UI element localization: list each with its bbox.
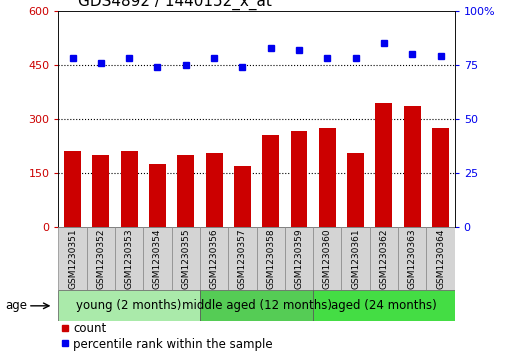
Bar	[172, 227, 200, 290]
Bar	[375, 103, 392, 227]
Bar	[347, 153, 364, 227]
Bar	[115, 227, 143, 290]
Text: GSM1230363: GSM1230363	[408, 228, 417, 289]
Text: GDS4892 / 1440152_x_at: GDS4892 / 1440152_x_at	[78, 0, 272, 9]
Bar	[285, 227, 313, 290]
Text: GSM1230360: GSM1230360	[323, 228, 332, 289]
Text: GSM1230355: GSM1230355	[181, 228, 190, 289]
Bar	[87, 227, 115, 290]
Text: GSM1230352: GSM1230352	[97, 228, 105, 289]
Bar	[432, 128, 449, 227]
Legend: count, percentile rank within the sample: count, percentile rank within the sample	[57, 318, 277, 355]
Bar	[92, 155, 109, 227]
Text: middle aged (12 months): middle aged (12 months)	[181, 299, 332, 312]
Text: GSM1230359: GSM1230359	[295, 228, 303, 289]
Bar	[404, 106, 421, 227]
Bar	[257, 227, 285, 290]
Bar	[200, 290, 313, 321]
Bar	[291, 131, 307, 227]
Text: GSM1230354: GSM1230354	[153, 228, 162, 289]
Text: aged (24 months): aged (24 months)	[331, 299, 437, 312]
Text: age: age	[5, 299, 27, 312]
Bar	[206, 153, 223, 227]
Bar	[313, 227, 341, 290]
Bar	[262, 135, 279, 227]
Text: GSM1230361: GSM1230361	[351, 228, 360, 289]
Bar	[370, 227, 398, 290]
Text: GSM1230364: GSM1230364	[436, 228, 445, 289]
Bar	[313, 290, 455, 321]
Bar	[319, 128, 336, 227]
Bar	[143, 227, 172, 290]
Text: GSM1230356: GSM1230356	[210, 228, 218, 289]
Bar	[398, 227, 426, 290]
Bar	[177, 155, 194, 227]
Text: GSM1230357: GSM1230357	[238, 228, 247, 289]
Text: GSM1230351: GSM1230351	[68, 228, 77, 289]
Text: GSM1230358: GSM1230358	[266, 228, 275, 289]
Bar	[58, 290, 200, 321]
Bar	[234, 166, 251, 227]
Bar	[121, 151, 138, 227]
Text: GSM1230362: GSM1230362	[379, 228, 389, 289]
Bar	[64, 151, 81, 227]
Bar	[58, 227, 87, 290]
Text: young (2 months): young (2 months)	[77, 299, 182, 312]
Bar	[341, 227, 370, 290]
Bar	[426, 227, 455, 290]
Text: GSM1230353: GSM1230353	[124, 228, 134, 289]
Bar	[228, 227, 257, 290]
Bar	[149, 164, 166, 227]
Bar	[200, 227, 228, 290]
